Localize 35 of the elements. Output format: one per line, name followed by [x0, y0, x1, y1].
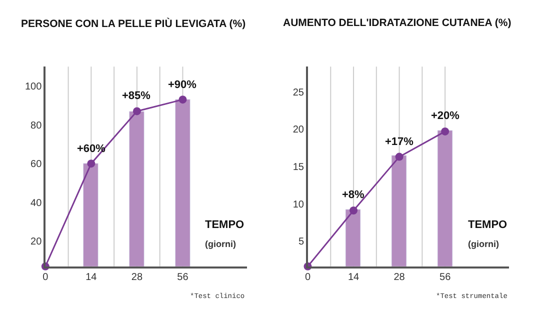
- y-tick-label: 10: [292, 199, 304, 210]
- annotation: +20%: [431, 110, 460, 122]
- annotation: +85%: [122, 90, 151, 102]
- x-tick-label: 14: [86, 272, 98, 284]
- x-tick-label: 0: [304, 272, 311, 284]
- x-tick-label: 56: [177, 272, 189, 284]
- y-tick-label: 100: [24, 82, 42, 92]
- annotation: +90%: [168, 79, 197, 91]
- y-tick-label: 40: [30, 198, 42, 209]
- point: [441, 127, 450, 136]
- point: [178, 96, 187, 104]
- annotation: +8%: [342, 189, 365, 201]
- point: [132, 107, 141, 116]
- chart-title: PERSONE CON LA PELLE PIÙ LEVIGATA (%): [21, 17, 246, 30]
- annotation: +17%: [385, 136, 414, 148]
- x-tick-label: 14: [348, 272, 360, 284]
- y-tick-label: 60: [30, 159, 42, 170]
- point: [395, 152, 404, 161]
- y-tick-label: 5: [298, 236, 304, 248]
- chart-title: AUMENTO DELL'IDRATAZIONE CUTANEA (%): [283, 17, 512, 29]
- point: [87, 160, 96, 168]
- annotation: TEMPO: [205, 219, 245, 231]
- x-tick-label: 28: [394, 272, 406, 284]
- annotation: TEMPO: [468, 219, 508, 231]
- y-tick-label: 20: [292, 124, 304, 136]
- y-tick-label: 25: [292, 87, 304, 98]
- y-tick-label: 20: [30, 236, 42, 248]
- y-tick-label: 15: [292, 162, 304, 173]
- x-tick-label: 56: [440, 272, 452, 284]
- x-tick-label: 28: [131, 272, 143, 284]
- annotation: (giorni): [205, 239, 236, 249]
- x-tick-label: 0: [42, 272, 49, 284]
- y-tick-label: 80: [30, 120, 42, 132]
- annotation: (giorni): [468, 239, 499, 249]
- point: [350, 206, 358, 214]
